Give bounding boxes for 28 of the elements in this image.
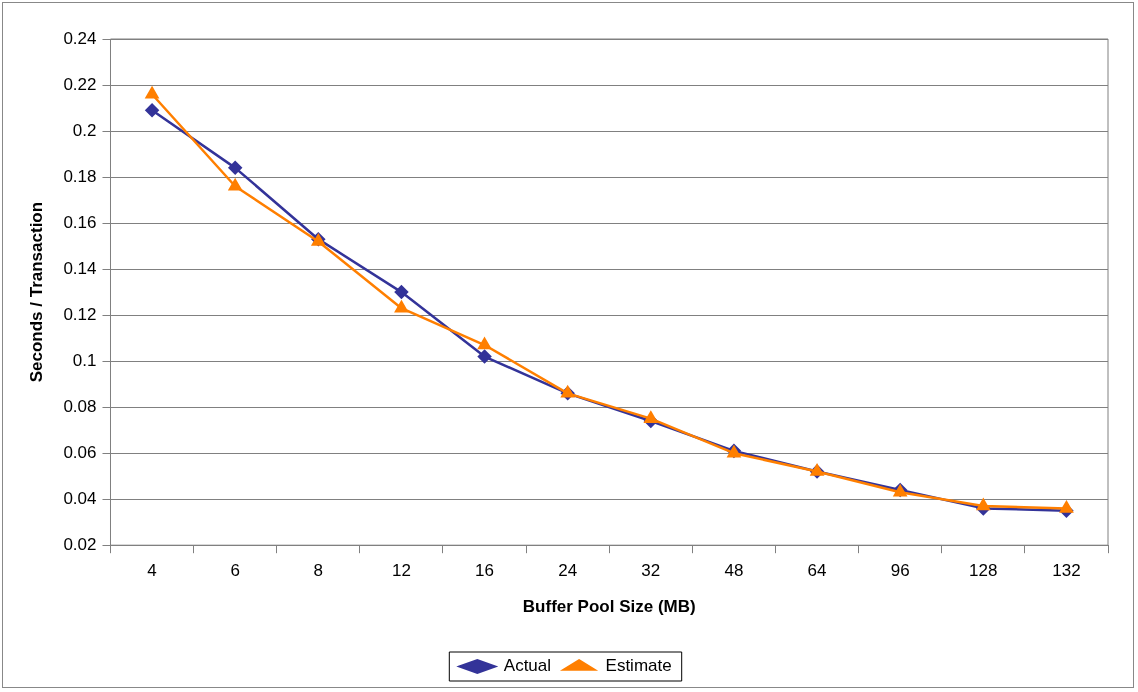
x-tick-label: 8 bbox=[313, 561, 324, 581]
x-axis-title: Buffer Pool Size (MB) bbox=[522, 597, 696, 617]
y-tick-label: 0.22 bbox=[63, 74, 97, 94]
y-tick-label: 0.14 bbox=[63, 258, 97, 278]
y-tick-label: 0.1 bbox=[72, 350, 97, 370]
y-tick-label: 0.02 bbox=[63, 534, 97, 554]
x-tick-label: 12 bbox=[391, 561, 411, 581]
x-tick-label: 128 bbox=[969, 561, 998, 581]
x-tick-label: 6 bbox=[230, 561, 240, 581]
x-tick-label: 24 bbox=[558, 561, 578, 581]
x-tick-label: 4 bbox=[147, 561, 157, 581]
x-tick-label: 32 bbox=[641, 561, 661, 581]
x-tick-label: 64 bbox=[807, 561, 827, 581]
y-tick-label: 0.2 bbox=[72, 120, 97, 140]
legend-label: Actual bbox=[503, 656, 552, 676]
y-tick-label: 0.24 bbox=[63, 28, 97, 48]
y-tick-label: 0.18 bbox=[63, 166, 97, 186]
y-tick-label: 0.04 bbox=[63, 488, 97, 508]
y-tick-label: 0.06 bbox=[63, 442, 97, 462]
y-tick-label: 0.12 bbox=[63, 304, 97, 324]
x-tick-label: 16 bbox=[475, 561, 495, 581]
y-axis-title: Seconds / Transaction bbox=[26, 201, 46, 383]
y-tick-label: 0.08 bbox=[63, 396, 97, 416]
x-tick-label: 96 bbox=[890, 561, 910, 581]
y-tick-label: 0.16 bbox=[63, 212, 97, 232]
x-tick-label: 48 bbox=[724, 561, 744, 581]
legend-label: Estimate bbox=[605, 656, 672, 676]
x-tick-label: 132 bbox=[1052, 561, 1081, 581]
